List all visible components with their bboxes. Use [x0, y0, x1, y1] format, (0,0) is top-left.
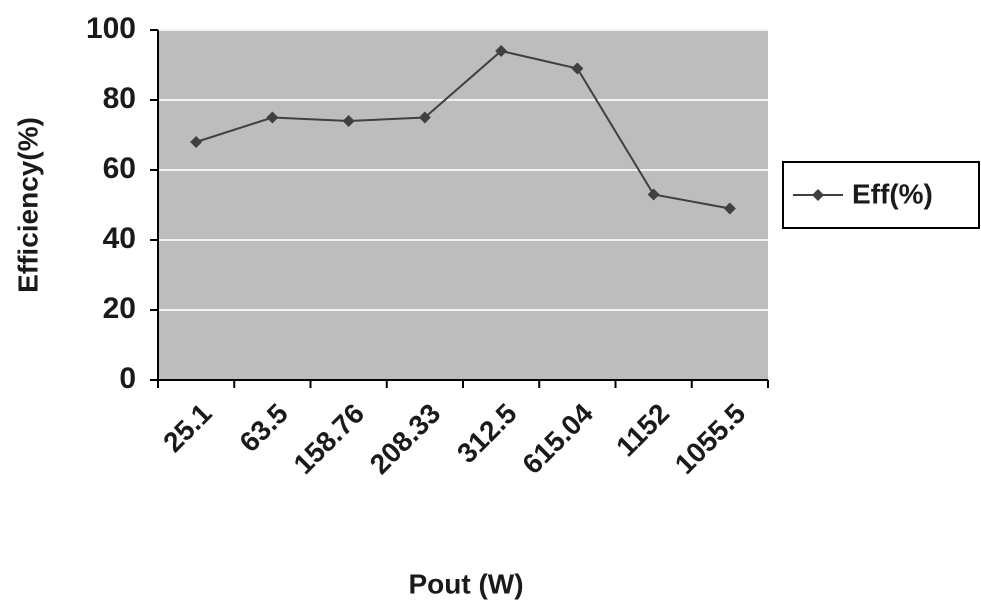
y-tick-label: 60: [103, 152, 136, 185]
y-tick-label: 40: [103, 222, 136, 255]
x-tick-label: 63.5: [233, 398, 293, 458]
series-line: [195, 49, 731, 210]
data-point: [571, 62, 584, 75]
data-point: [190, 136, 203, 148]
x-tick-label: 615.04: [516, 397, 599, 480]
data-point: [647, 188, 660, 201]
data-point: [723, 202, 736, 215]
data-point: [418, 111, 431, 124]
x-tick-label: 312.5: [451, 398, 522, 469]
x-axis-label: Pout (W): [408, 568, 523, 599]
data-point: [342, 115, 355, 127]
y-tick-label: 20: [103, 292, 136, 325]
data-point: [495, 45, 508, 57]
plot-area: [158, 30, 768, 380]
x-tick-label: 1152: [610, 398, 675, 463]
legend-label: Eff(%): [852, 178, 933, 209]
x-tick-label: 25.1: [157, 398, 217, 458]
y-axis-label: Efficiency(%): [12, 117, 43, 293]
legend-marker: [812, 189, 824, 201]
data-point: [266, 111, 279, 124]
legend: Eff(%): [782, 161, 980, 229]
x-tick-label: 158.76: [288, 398, 370, 480]
y-tick-label: 80: [103, 82, 136, 115]
y-tick-label: 0: [119, 362, 136, 395]
x-tick-label: 1055.5: [669, 398, 751, 480]
y-tick-label: 100: [86, 12, 136, 45]
x-tick-label: 208.33: [364, 398, 446, 480]
